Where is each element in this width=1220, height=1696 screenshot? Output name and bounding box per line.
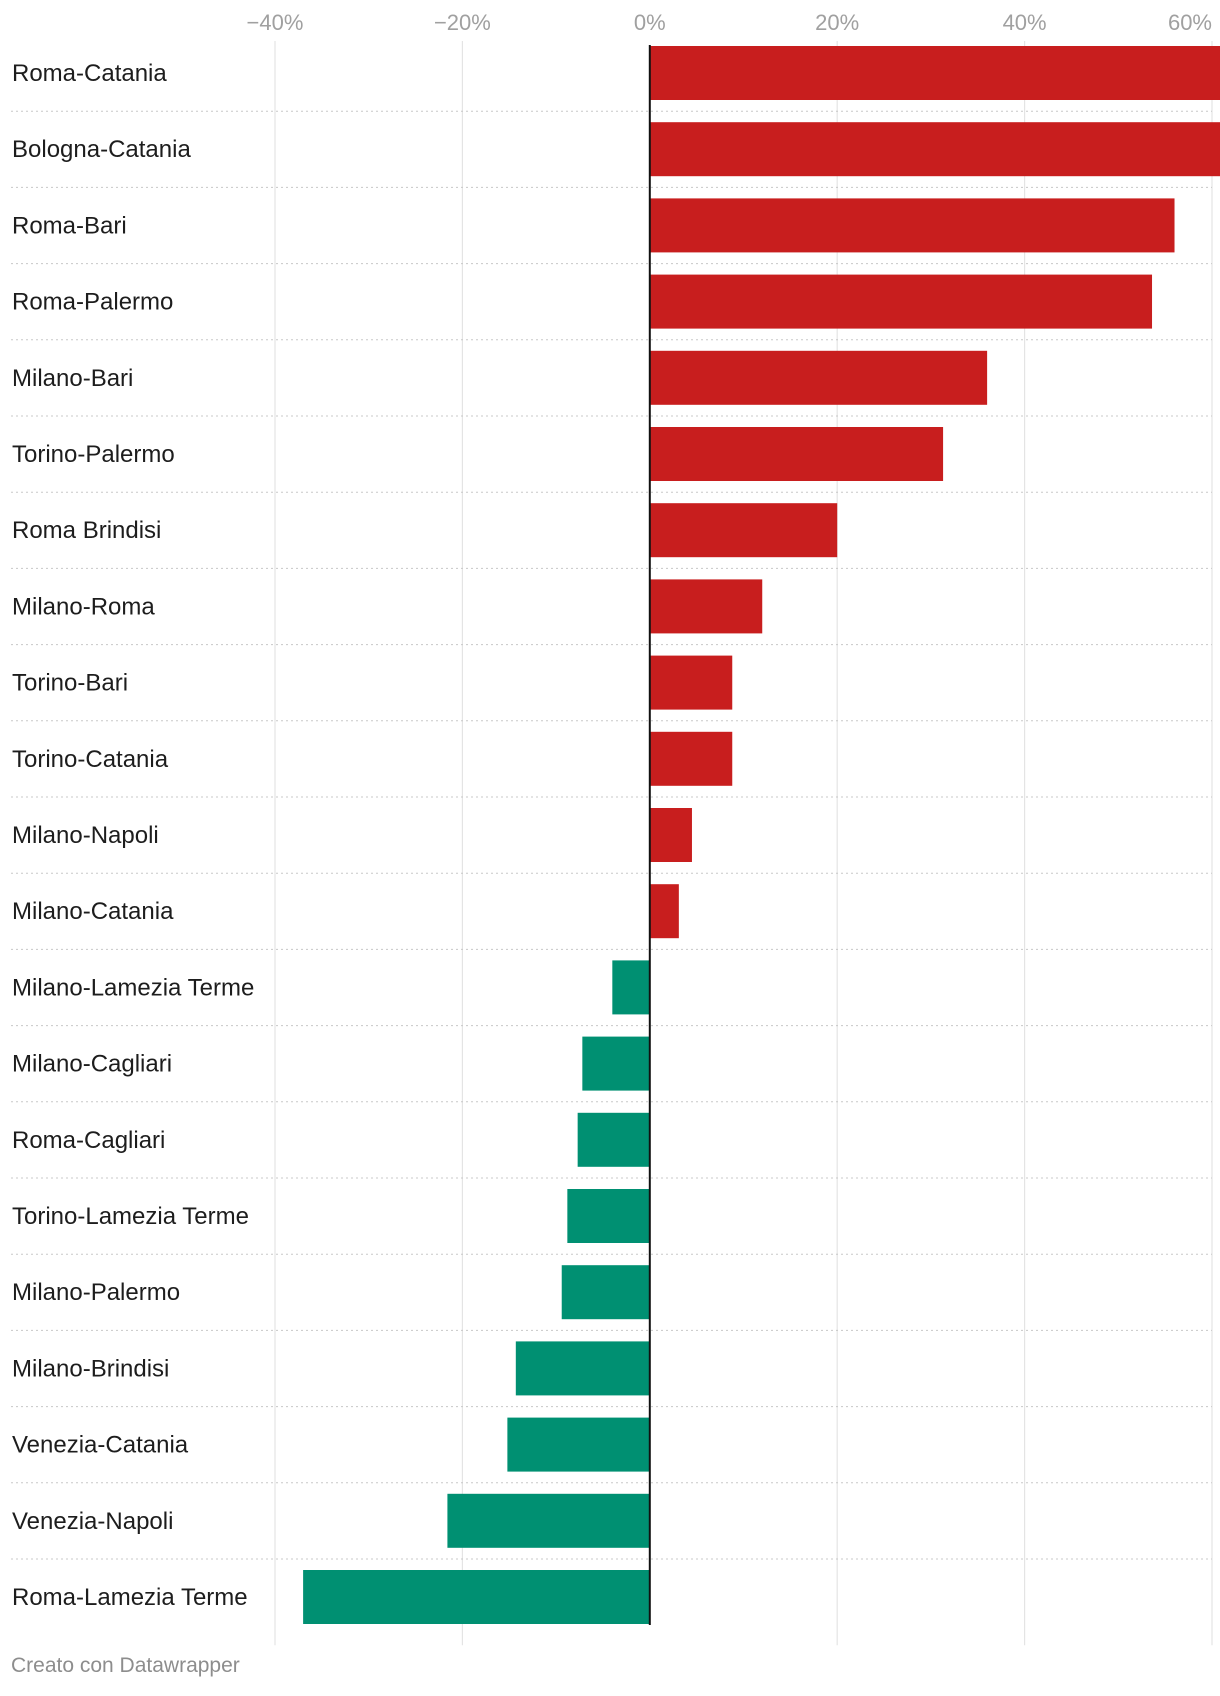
category-label: Roma-Palermo (12, 289, 173, 316)
category-label: Torino-Bari (12, 670, 128, 697)
bar (577, 1112, 650, 1167)
bar (649, 808, 692, 862)
bar (507, 1417, 650, 1472)
x-tick-label: 60% (1168, 10, 1212, 35)
bar (649, 350, 988, 405)
x-axis-ticks: −40% −20% 0% 20% 40% 60% (247, 10, 1212, 35)
bar (447, 1493, 650, 1548)
category-labels: Roma-Catania Bologna-Catania Roma-Bari Roma… (12, 60, 254, 1611)
bar (649, 503, 838, 558)
bar (561, 1265, 650, 1320)
bar (649, 884, 679, 939)
category-label: Milano-Palermo (12, 1279, 180, 1306)
category-label: Milano-Brindisi (12, 1355, 169, 1382)
category-label: Milano-Napoli (12, 822, 159, 849)
x-tick-label: 0% (634, 10, 666, 35)
category-label: Venezia-Catania (12, 1432, 189, 1459)
bar (649, 655, 733, 710)
bar (515, 1341, 650, 1396)
bar (582, 1036, 650, 1091)
category-label: Venezia-Napoli (12, 1508, 173, 1535)
row-separators (11, 110, 1212, 1560)
category-label: Roma-Lamezia Terme (12, 1584, 248, 1611)
bar (649, 579, 763, 634)
bar (649, 427, 944, 481)
category-label: Bologna-Catania (12, 136, 191, 163)
category-label: Roma-Catania (12, 60, 167, 87)
category-label: Milano-Catania (12, 898, 174, 925)
category-label: Roma-Bari (12, 212, 127, 239)
bar (649, 274, 1153, 329)
category-label: Milano-Roma (12, 593, 155, 620)
x-tick-label: −40% (247, 10, 304, 35)
category-label: Milano-Cagliari (12, 1051, 172, 1078)
bar (649, 46, 1220, 100)
bar (567, 1189, 650, 1243)
datawrapper-credit: Creato con Datawrapper (11, 1654, 240, 1677)
category-label: Milano-Bari (12, 365, 133, 392)
bar (649, 198, 1175, 253)
bar (303, 1570, 650, 1624)
category-label: Roma-Cagliari (12, 1127, 165, 1154)
bars (303, 46, 1220, 1624)
category-label: Milano-Lamezia Terme (12, 974, 254, 1001)
x-tick-label: 40% (1003, 10, 1047, 35)
x-tick-label: −20% (434, 10, 491, 35)
category-label: Torino-Lamezia Terme (12, 1203, 249, 1230)
category-label: Roma Brindisi (12, 517, 161, 544)
bar (612, 960, 650, 1015)
category-label: Torino-Palermo (12, 441, 175, 468)
bar (649, 122, 1220, 177)
category-label: Torino-Catania (12, 746, 169, 773)
bar (649, 731, 733, 786)
x-tick-label: 20% (815, 10, 859, 35)
